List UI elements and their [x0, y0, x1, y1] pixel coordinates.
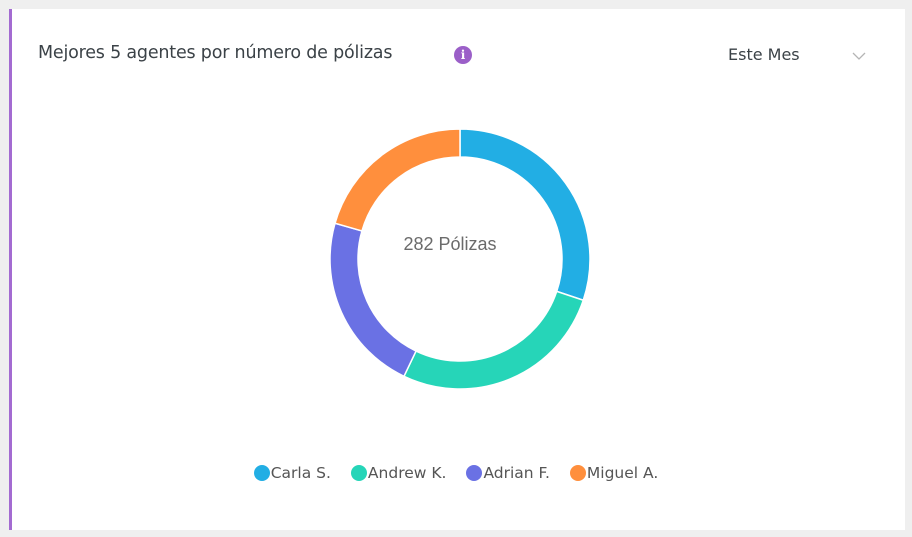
chart-card: Mejores 5 agentes por número de pólizas …: [9, 9, 905, 530]
legend-marker: [466, 465, 483, 481]
legend-marker: [569, 465, 586, 481]
legend-label: Carla S.: [270, 464, 331, 482]
donut-segment-carla-s[interactable]: [459, 128, 591, 302]
center-label: 282 Pólizas: [403, 234, 497, 254]
info-icon[interactable]: i: [454, 46, 472, 64]
legend-label: Andrew K.: [367, 464, 447, 482]
period-dropdown[interactable]: Este Mes: [728, 45, 800, 64]
donut-segment-andrew-k[interactable]: [402, 290, 585, 390]
legend-item[interactable]: Carla S.: [253, 464, 331, 482]
legend-marker: [350, 465, 367, 481]
legend: Carla S. Andrew K. Adrian F. Miguel A.: [0, 464, 912, 482]
chart-title: Mejores 5 agentes por número de pólizas: [38, 43, 393, 63]
legend-label: Adrian F.: [483, 464, 550, 482]
legend-item[interactable]: Miguel A.: [569, 464, 659, 482]
legend-item[interactable]: Andrew K.: [350, 464, 447, 482]
legend-marker: [253, 465, 270, 481]
legend-label: Miguel A.: [586, 464, 659, 482]
chevron-down-icon[interactable]: [852, 49, 866, 63]
legend-item[interactable]: Adrian F.: [466, 464, 550, 482]
donut-segment-miguel-a[interactable]: [334, 128, 461, 232]
